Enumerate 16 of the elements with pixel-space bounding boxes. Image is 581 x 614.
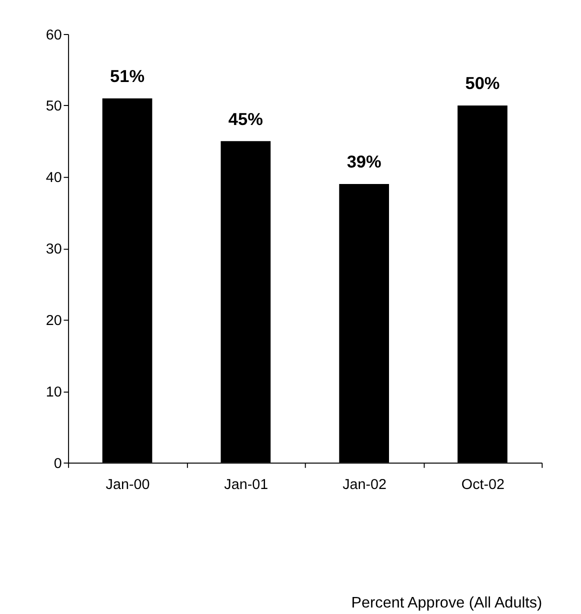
x-tick-label: Jan-01 [224, 476, 268, 493]
y-tick-label: 40 [46, 170, 62, 186]
y-tick-label: 30 [46, 242, 62, 258]
data-label: 51% [110, 66, 145, 86]
data-label: 39% [346, 152, 382, 172]
y-tick-label: 0 [54, 456, 62, 472]
text: Percent Approve (All Adults) [351, 594, 542, 612]
y-tick-label: 50 [46, 98, 62, 115]
x-tick-label: Jan-00 [106, 476, 150, 493]
y-tick-label: 20 [46, 313, 62, 330]
data-label: 50% [465, 73, 500, 94]
x-tick-label: Oct-02 [461, 476, 505, 493]
y-tick-label: 60 [46, 27, 62, 44]
data-label: 45% [228, 108, 263, 129]
x-tick-label: Jan-02 [342, 476, 387, 493]
y-tick-label: 10 [46, 384, 62, 400]
